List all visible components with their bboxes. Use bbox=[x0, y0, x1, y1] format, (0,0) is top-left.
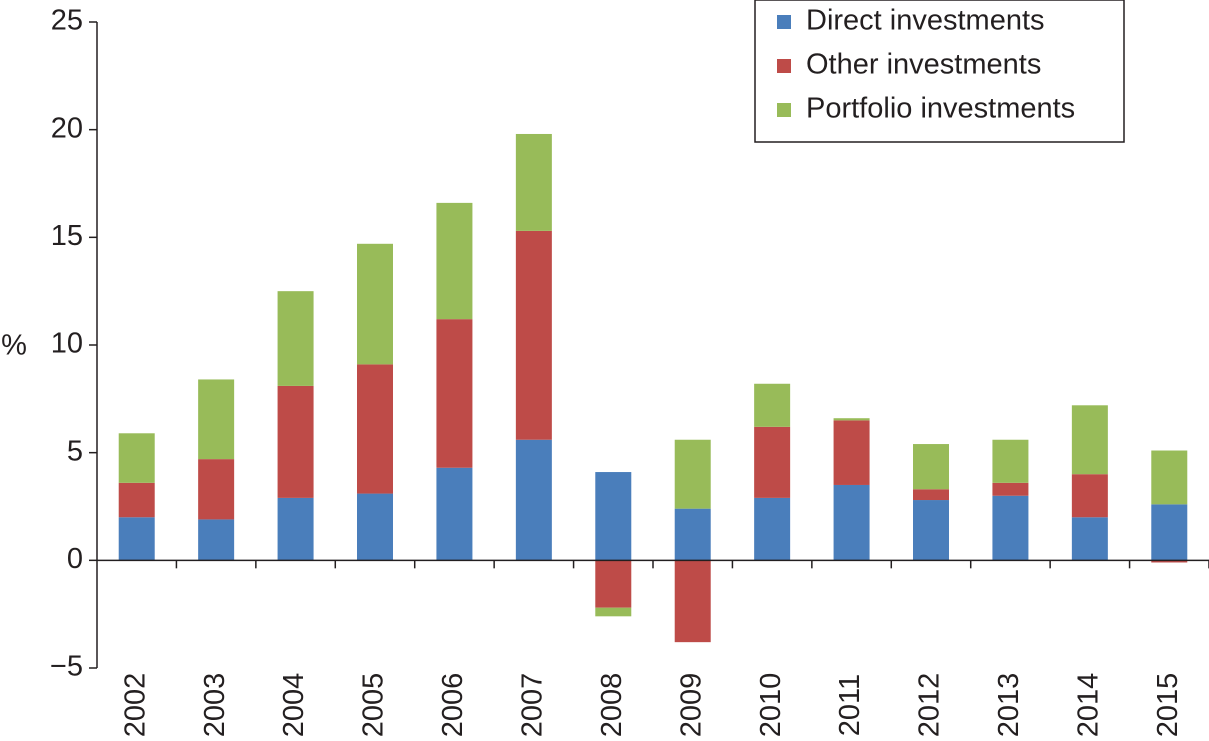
x-tick-label: 2010 bbox=[755, 673, 787, 738]
x-tick-label: 2015 bbox=[1152, 673, 1184, 738]
bar-segment bbox=[1151, 560, 1188, 563]
legend-swatch bbox=[777, 15, 791, 29]
bar-segment bbox=[595, 472, 632, 561]
bar-segment bbox=[913, 489, 949, 501]
y-tick-label: 15 bbox=[51, 220, 83, 252]
bar-segment bbox=[515, 133, 552, 231]
bar-segment bbox=[913, 500, 949, 561]
bar-segment bbox=[277, 385, 314, 498]
bar-segment bbox=[754, 497, 791, 561]
bar-segment bbox=[198, 459, 235, 520]
y-tick-label: 5 bbox=[67, 435, 83, 467]
bar-segment bbox=[992, 495, 1029, 561]
bar-segment bbox=[198, 379, 235, 460]
bar-segment bbox=[118, 482, 155, 518]
bar-segment bbox=[674, 508, 711, 561]
bar-segment bbox=[277, 497, 314, 561]
bar-segment bbox=[357, 364, 393, 494]
bar-segment bbox=[1071, 474, 1108, 518]
bar-segment bbox=[118, 517, 155, 561]
bar-segment bbox=[913, 444, 949, 490]
legend-label: Other investments bbox=[806, 49, 1041, 81]
x-tick-label: 2012 bbox=[914, 673, 946, 738]
legend-label: Portfolio investments bbox=[806, 93, 1075, 125]
bar-segment bbox=[833, 418, 870, 421]
bar-segment bbox=[1151, 450, 1188, 505]
x-tick-label: 2004 bbox=[278, 673, 310, 738]
legend-swatch bbox=[777, 59, 791, 73]
x-tick-label: 2006 bbox=[437, 673, 469, 738]
bar-segment bbox=[833, 484, 870, 561]
x-tick-label: 2005 bbox=[358, 673, 390, 738]
bar-segment bbox=[277, 291, 314, 386]
y-tick-label: −5 bbox=[50, 651, 83, 683]
legend-swatch bbox=[777, 103, 791, 117]
x-tick-label: 2007 bbox=[517, 673, 549, 738]
x-tick-label: 2003 bbox=[199, 673, 231, 738]
bar-segment bbox=[595, 607, 632, 617]
bar-segment bbox=[674, 560, 711, 643]
x-tick-label: 2011 bbox=[834, 674, 866, 736]
bar-segment bbox=[1151, 504, 1188, 561]
x-tick-label: 2014 bbox=[1073, 673, 1105, 738]
legend-box bbox=[754, 0, 1125, 143]
y-tick-label: 20 bbox=[51, 112, 83, 144]
bar-segment bbox=[436, 319, 473, 468]
bar-segment bbox=[357, 243, 393, 365]
legend-label: Direct investments bbox=[806, 5, 1045, 37]
bar-segment bbox=[118, 433, 155, 483]
bar-segment bbox=[833, 420, 870, 485]
y-tick-label: 10 bbox=[51, 328, 83, 360]
x-tick-label: 2013 bbox=[993, 673, 1025, 738]
bar-segment bbox=[515, 230, 552, 440]
y-tick-label: 0 bbox=[67, 543, 83, 575]
y-axis-label: % bbox=[1, 330, 27, 362]
bar-segment bbox=[357, 493, 393, 561]
bar-segment bbox=[1071, 405, 1108, 475]
bar-segment bbox=[754, 383, 791, 427]
bar-segment bbox=[992, 439, 1029, 483]
x-tick-label: 2002 bbox=[119, 673, 151, 738]
bar-segment bbox=[515, 439, 552, 561]
bar-segment bbox=[436, 467, 473, 561]
bar-segment bbox=[754, 426, 791, 498]
bar-segment bbox=[436, 202, 473, 320]
bar-segment bbox=[1071, 517, 1108, 561]
x-tick-label: 2008 bbox=[596, 673, 628, 738]
bar-segment bbox=[595, 560, 632, 608]
bar-segment bbox=[992, 482, 1029, 496]
bar-segment bbox=[198, 519, 235, 561]
x-tick-label: 2009 bbox=[675, 673, 707, 738]
y-tick-label: 25 bbox=[51, 5, 83, 37]
bar-segment bbox=[674, 439, 711, 509]
